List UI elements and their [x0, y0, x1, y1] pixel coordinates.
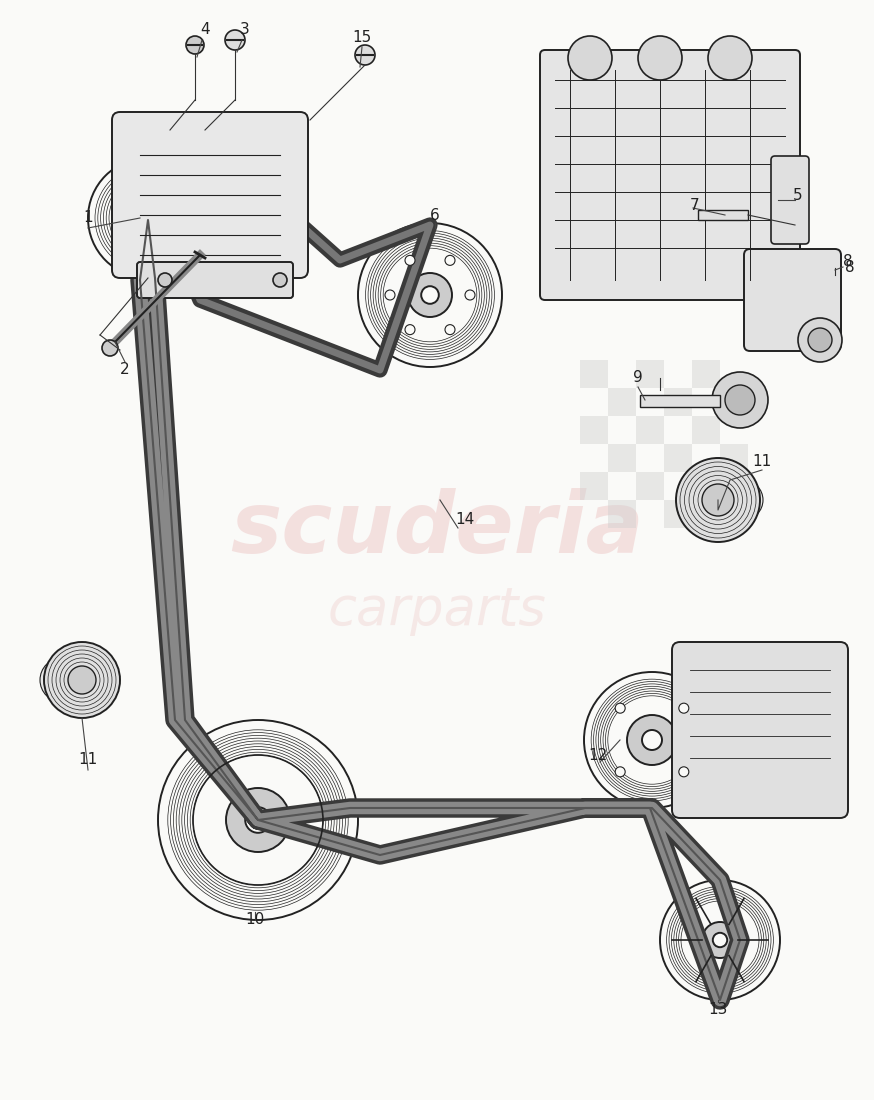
- Bar: [664, 444, 692, 472]
- Circle shape: [584, 672, 720, 808]
- Circle shape: [186, 36, 204, 54]
- Bar: [608, 388, 636, 416]
- Circle shape: [702, 484, 734, 516]
- Bar: [640, 395, 720, 407]
- FancyBboxPatch shape: [744, 249, 841, 351]
- Circle shape: [445, 324, 455, 334]
- Text: 11: 11: [753, 454, 772, 470]
- Text: 4: 4: [200, 22, 210, 37]
- Circle shape: [679, 703, 689, 713]
- Circle shape: [712, 372, 768, 428]
- Circle shape: [708, 36, 752, 80]
- Circle shape: [725, 385, 755, 415]
- Circle shape: [68, 666, 96, 694]
- Circle shape: [128, 198, 168, 238]
- Circle shape: [385, 290, 395, 300]
- Circle shape: [44, 642, 120, 718]
- Text: 1: 1: [83, 210, 93, 225]
- Circle shape: [226, 788, 290, 853]
- Circle shape: [723, 480, 763, 520]
- Circle shape: [358, 223, 502, 367]
- Circle shape: [638, 36, 682, 80]
- Circle shape: [445, 255, 455, 265]
- Circle shape: [40, 658, 84, 702]
- Circle shape: [140, 210, 156, 225]
- Bar: [580, 360, 608, 388]
- Circle shape: [798, 318, 842, 362]
- Circle shape: [102, 340, 118, 356]
- Circle shape: [158, 273, 172, 287]
- Circle shape: [679, 767, 689, 777]
- Text: 3: 3: [240, 22, 250, 37]
- Text: carparts: carparts: [328, 584, 546, 636]
- Circle shape: [568, 36, 612, 80]
- Circle shape: [642, 730, 662, 750]
- Text: 13: 13: [708, 1002, 728, 1018]
- Text: 10: 10: [246, 913, 265, 927]
- Bar: [720, 444, 748, 472]
- Circle shape: [808, 328, 832, 352]
- Bar: [698, 210, 748, 220]
- Bar: [608, 500, 636, 528]
- Circle shape: [615, 767, 625, 777]
- Text: 7: 7: [690, 198, 700, 212]
- Circle shape: [273, 273, 287, 287]
- Circle shape: [88, 158, 208, 278]
- Circle shape: [246, 807, 271, 833]
- Text: 8: 8: [845, 261, 855, 275]
- Circle shape: [355, 45, 375, 65]
- Text: scuderia: scuderia: [230, 488, 644, 572]
- Bar: [636, 472, 664, 500]
- Circle shape: [421, 286, 439, 304]
- Bar: [580, 472, 608, 500]
- Text: 15: 15: [352, 31, 371, 45]
- FancyBboxPatch shape: [112, 112, 308, 278]
- Bar: [636, 360, 664, 388]
- Bar: [580, 416, 608, 444]
- Bar: [692, 472, 720, 500]
- Text: 6: 6: [430, 208, 440, 222]
- Bar: [720, 388, 748, 416]
- Bar: [636, 416, 664, 444]
- Circle shape: [702, 922, 738, 958]
- FancyBboxPatch shape: [771, 156, 809, 244]
- Circle shape: [615, 703, 625, 713]
- Text: 12: 12: [588, 748, 607, 762]
- Circle shape: [627, 715, 677, 764]
- Circle shape: [225, 30, 245, 50]
- Text: 14: 14: [455, 513, 475, 528]
- Circle shape: [405, 324, 415, 334]
- Text: 2: 2: [121, 363, 130, 377]
- Bar: [692, 360, 720, 388]
- FancyBboxPatch shape: [137, 262, 293, 298]
- Circle shape: [405, 255, 415, 265]
- Circle shape: [713, 933, 727, 947]
- Bar: [608, 444, 636, 472]
- Text: 8: 8: [843, 254, 853, 270]
- Bar: [720, 500, 748, 528]
- Text: 9: 9: [633, 371, 643, 385]
- Circle shape: [660, 880, 780, 1000]
- FancyBboxPatch shape: [540, 50, 800, 300]
- Bar: [692, 416, 720, 444]
- Bar: [664, 500, 692, 528]
- Circle shape: [676, 458, 760, 542]
- Bar: [664, 388, 692, 416]
- Circle shape: [408, 273, 452, 317]
- Circle shape: [158, 720, 358, 920]
- Text: 11: 11: [79, 752, 98, 768]
- Text: 5: 5: [794, 187, 803, 202]
- Circle shape: [465, 290, 475, 300]
- FancyBboxPatch shape: [672, 642, 848, 818]
